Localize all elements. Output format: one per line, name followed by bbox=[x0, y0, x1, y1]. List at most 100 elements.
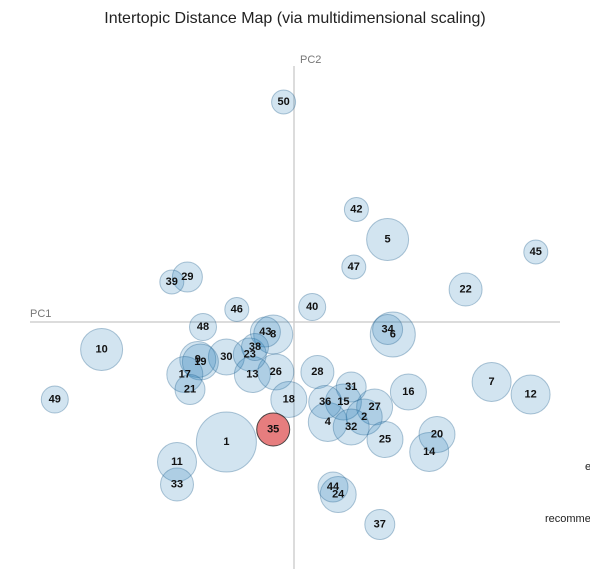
topic-label-49: 49 bbox=[49, 394, 61, 406]
topic-circle-37[interactable] bbox=[364, 509, 396, 540]
topic-label-28: 28 bbox=[311, 366, 323, 378]
topic-circle-29[interactable] bbox=[171, 261, 203, 293]
topic-circle-1[interactable] bbox=[195, 411, 257, 473]
topic-circle-20[interactable] bbox=[418, 416, 456, 453]
topic-label-15: 15 bbox=[337, 396, 349, 408]
topic-label-9: 9 bbox=[195, 354, 201, 366]
topic-label-26: 26 bbox=[270, 366, 282, 378]
topic-label-35: 35 bbox=[267, 424, 279, 436]
topic-label-22: 22 bbox=[459, 284, 471, 296]
topic-circle-27[interactable] bbox=[356, 388, 394, 426]
topic-circle-32[interactable] bbox=[332, 408, 370, 446]
topic-circle-8[interactable] bbox=[253, 314, 294, 355]
topic-label-50: 50 bbox=[277, 96, 289, 108]
topic-circle-17[interactable] bbox=[166, 356, 204, 393]
topic-label-8: 8 bbox=[270, 329, 276, 341]
topic-circle-38[interactable] bbox=[241, 333, 269, 361]
topic-label-23: 23 bbox=[244, 349, 256, 361]
topic-label-14: 14 bbox=[423, 446, 436, 458]
topic-circle-48[interactable] bbox=[189, 313, 217, 341]
topic-label-42: 42 bbox=[350, 204, 362, 216]
topic-circle-5[interactable] bbox=[366, 218, 410, 261]
topic-label-38: 38 bbox=[249, 341, 261, 353]
topic-circle-42[interactable] bbox=[343, 197, 369, 222]
topic-circle-22[interactable] bbox=[448, 272, 483, 307]
topic-circle-24[interactable] bbox=[319, 476, 357, 513]
topic-circle-11[interactable] bbox=[157, 442, 197, 482]
topic-label-30: 30 bbox=[220, 351, 232, 363]
topic-label-16: 16 bbox=[402, 386, 414, 398]
topic-label-19: 19 bbox=[194, 356, 206, 368]
topic-label-43: 43 bbox=[259, 326, 271, 338]
topic-circle-4[interactable] bbox=[307, 402, 348, 442]
topic-circle-30[interactable] bbox=[207, 338, 245, 376]
topic-label-44: 44 bbox=[327, 481, 340, 493]
pc2-axis-label: PC2 bbox=[300, 54, 321, 66]
topic-label-48: 48 bbox=[197, 321, 209, 333]
topic-circle-39[interactable] bbox=[159, 269, 185, 295]
topic-circle-14[interactable] bbox=[409, 432, 450, 472]
topic-label-2: 2 bbox=[361, 411, 367, 423]
topic-circle-16[interactable] bbox=[389, 373, 427, 411]
topic-label-4: 4 bbox=[325, 416, 332, 428]
topic-circle-2[interactable] bbox=[345, 398, 383, 436]
topic-label-29: 29 bbox=[181, 271, 193, 283]
topic-label-24: 24 bbox=[332, 489, 345, 501]
topic-circle-18[interactable] bbox=[270, 381, 308, 418]
side-text-fragment: e bbox=[585, 461, 590, 473]
topic-circle-31[interactable] bbox=[335, 371, 367, 403]
topic-circle-28[interactable] bbox=[300, 355, 335, 389]
topic-circle-15[interactable] bbox=[324, 383, 362, 421]
topic-label-32: 32 bbox=[345, 421, 357, 433]
topic-label-46: 46 bbox=[231, 304, 243, 316]
topic-circle-44[interactable] bbox=[317, 471, 349, 503]
topic-circle-34[interactable] bbox=[372, 314, 404, 345]
chart-title: Intertopic Distance Map (via multidimens… bbox=[104, 10, 486, 27]
topic-label-6: 6 bbox=[390, 329, 396, 341]
topic-label-17: 17 bbox=[179, 369, 191, 381]
topic-label-31: 31 bbox=[345, 381, 357, 393]
topic-label-40: 40 bbox=[306, 301, 318, 313]
topic-circle-9[interactable] bbox=[179, 341, 217, 378]
topic-circle-50[interactable] bbox=[271, 89, 297, 115]
topic-label-11: 11 bbox=[171, 456, 183, 468]
topic-circle-49[interactable] bbox=[40, 385, 69, 414]
topic-circle-43[interactable] bbox=[249, 316, 281, 348]
topic-circle-19[interactable] bbox=[181, 343, 219, 381]
topic-circle-21[interactable] bbox=[174, 374, 206, 405]
topic-circle-40[interactable] bbox=[298, 293, 327, 321]
topic-label-5: 5 bbox=[385, 234, 391, 246]
topic-label-37: 37 bbox=[374, 519, 386, 531]
topic-label-10: 10 bbox=[95, 344, 107, 356]
topic-circle-25[interactable] bbox=[366, 421, 404, 458]
topic-circle-7[interactable] bbox=[471, 362, 512, 402]
topic-circle-45[interactable] bbox=[523, 239, 549, 265]
topic-label-39: 39 bbox=[166, 276, 178, 288]
topic-label-20: 20 bbox=[431, 429, 443, 441]
topic-label-34: 34 bbox=[381, 324, 394, 336]
topic-label-1: 1 bbox=[223, 436, 229, 448]
topic-label-25: 25 bbox=[379, 434, 391, 446]
topic-label-45: 45 bbox=[530, 246, 542, 258]
topic-circle-6[interactable] bbox=[369, 311, 416, 358]
topic-label-12: 12 bbox=[524, 389, 536, 401]
topic-circle-12[interactable] bbox=[510, 374, 551, 415]
pc1-axis-label: PC1 bbox=[30, 308, 51, 320]
topic-circle-35[interactable] bbox=[256, 412, 291, 447]
topic-circle-46[interactable] bbox=[224, 297, 250, 322]
topic-circle-26[interactable] bbox=[257, 353, 295, 391]
topic-label-18: 18 bbox=[283, 394, 295, 406]
topic-circle-10[interactable] bbox=[80, 328, 124, 371]
topic-circle-13[interactable] bbox=[233, 356, 271, 393]
topic-circle-36[interactable] bbox=[308, 385, 343, 419]
topic-label-33: 33 bbox=[171, 479, 183, 491]
topic-label-36: 36 bbox=[319, 396, 331, 408]
topic-circle-33[interactable] bbox=[160, 467, 194, 502]
topic-circle-47[interactable] bbox=[341, 254, 367, 280]
topic-circle-23[interactable] bbox=[232, 337, 267, 372]
topic-label-13: 13 bbox=[246, 369, 258, 381]
topic-label-47: 47 bbox=[348, 261, 360, 273]
topic-label-7: 7 bbox=[489, 376, 495, 388]
